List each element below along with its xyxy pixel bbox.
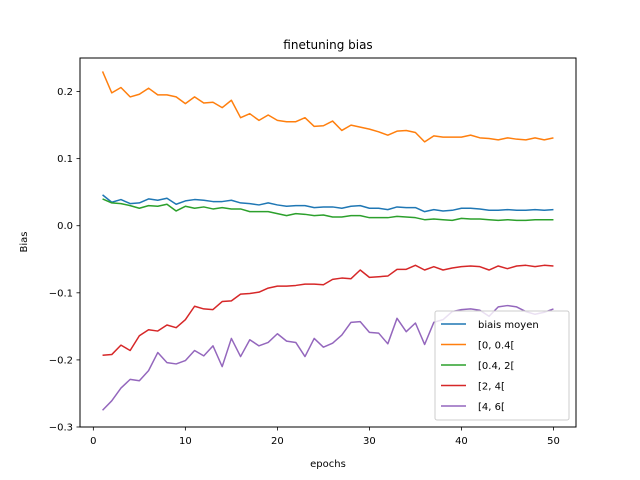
legend-label: [0, 0.4[ xyxy=(478,341,514,352)
series-line-4 xyxy=(102,304,554,411)
x-axis: 0 10 20 30 40 50 xyxy=(90,427,560,447)
y-tick-label: 0.0 xyxy=(57,221,73,232)
y-axis-label: Bias xyxy=(19,232,30,253)
chart-title: finetuning bias xyxy=(283,38,372,52)
y-tick-label: 0.2 xyxy=(57,87,73,98)
x-tick-label: 50 xyxy=(547,436,560,447)
legend-label: [0.4, 2[ xyxy=(478,361,514,372)
x-tick-label: 40 xyxy=(455,436,468,447)
plot-frame xyxy=(79,57,577,428)
legend-label: biais moyen xyxy=(478,320,539,331)
x-tick-label: 30 xyxy=(363,436,376,447)
series-line-1 xyxy=(101,71,554,143)
series-line-3 xyxy=(102,264,554,356)
x-axis-label: epochs xyxy=(310,459,346,470)
x-tick-label: 20 xyxy=(271,436,284,447)
x-tick-label: 10 xyxy=(179,436,192,447)
y-tick-label: −0.2 xyxy=(49,355,73,366)
y-tick-label: −0.1 xyxy=(49,288,73,299)
y-tick-label: −0.3 xyxy=(49,423,73,434)
legend-box xyxy=(434,310,570,421)
legend-label: [4, 6[ xyxy=(478,402,505,413)
series-line-0 xyxy=(102,194,554,213)
legend-label: [2, 4[ xyxy=(478,382,505,393)
y-axis: −0.3 −0.2 −0.1 0.0 0.1 0.2 xyxy=(49,87,80,434)
x-tick-label: 0 xyxy=(90,436,96,447)
series-line-2 xyxy=(102,198,554,222)
legend: biais moyen [0, 0.4[ [0.4, 2[ [2, 4[ [4, 6[ xyxy=(434,310,570,421)
y-tick-label: 0.1 xyxy=(57,154,73,165)
series-lines xyxy=(101,71,554,411)
